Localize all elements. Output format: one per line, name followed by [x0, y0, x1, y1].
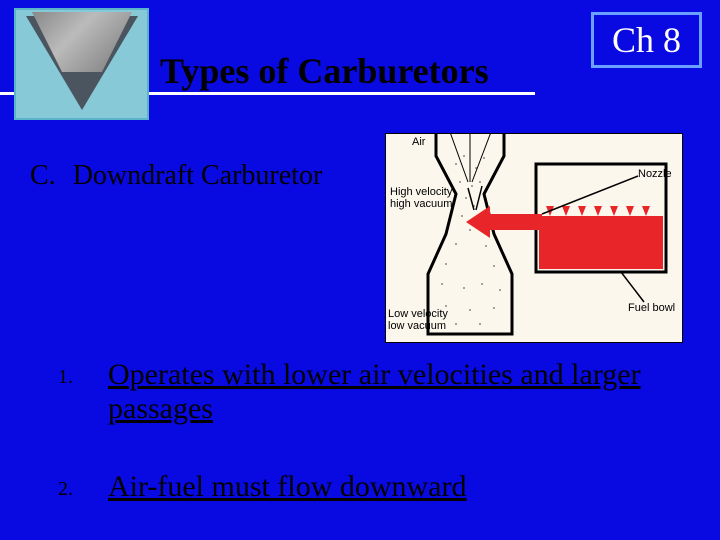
page-title: Types of Carburetors	[160, 50, 489, 92]
label-fuelbowl: Fuel bowl	[628, 302, 675, 314]
fuelbowl-leader	[621, 272, 644, 302]
header: Types of Carburetors Ch 8	[0, 0, 720, 120]
label-lv: Low velocity low vacuum	[388, 308, 448, 332]
section-heading: C. Downdraft Carburetor	[30, 160, 322, 192]
label-nozzle: Nozzle	[638, 168, 672, 180]
fuel-fill	[539, 216, 663, 269]
list-text: Operates with lower air velocities and l…	[108, 358, 641, 425]
list-number: 2.	[58, 478, 73, 501]
nozzle-leader	[542, 176, 638, 214]
points-list: 1. Operates with lower air velocities an…	[58, 358, 658, 504]
list-text: Air-fuel must flow downward	[108, 470, 467, 503]
fuel-arrows	[546, 206, 650, 216]
chapter-badge: Ch 8	[591, 12, 702, 68]
section-title: Downdraft Carburetor	[73, 160, 323, 191]
label-hv: High velocity high vacuum	[390, 186, 452, 210]
nozzle-arrow	[466, 186, 542, 238]
list-item: 1. Operates with lower air velocities an…	[58, 358, 658, 426]
carburetor-diagram: Air Nozzle High velocity high vacuum Low…	[385, 133, 683, 343]
list-number: 1.	[58, 366, 73, 389]
label-air: Air	[412, 136, 425, 148]
logo-image	[14, 8, 149, 120]
section-letter: C.	[30, 160, 56, 191]
list-item: 2. Air-fuel must flow downward	[58, 470, 658, 504]
